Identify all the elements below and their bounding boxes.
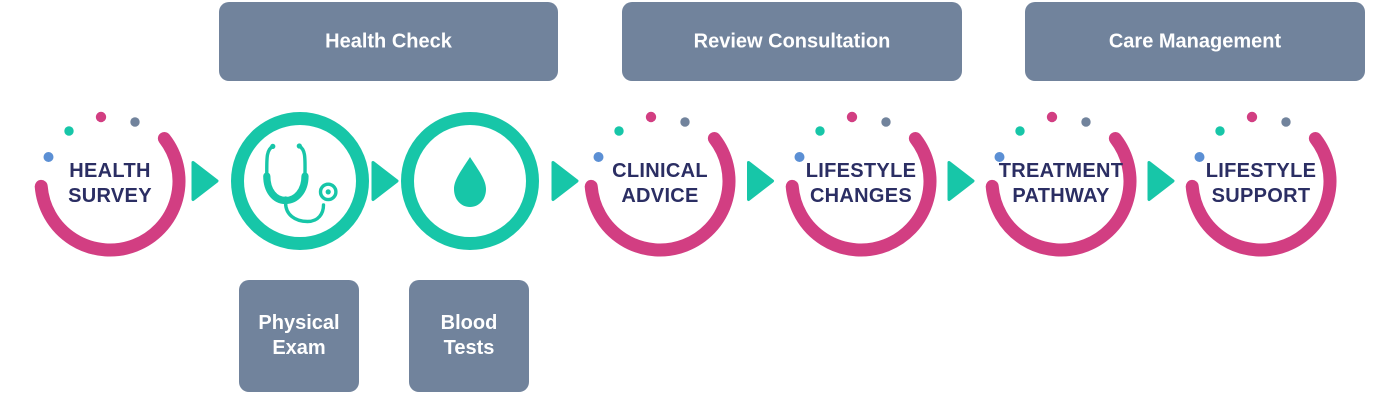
svg-text:HEALTH: HEALTH <box>69 160 150 182</box>
svg-text:SUPPORT: SUPPORT <box>1212 185 1311 207</box>
svg-text:SURVEY: SURVEY <box>68 185 152 207</box>
svg-text:ADVICE: ADVICE <box>621 185 698 207</box>
svg-text:CLINICAL: CLINICAL <box>612 160 708 182</box>
svg-text:PATHWAY: PATHWAY <box>1012 185 1110 207</box>
svg-text:LIFESTYLE: LIFESTYLE <box>806 160 916 182</box>
svg-text:TREATMENT: TREATMENT <box>999 160 1124 182</box>
svg-text:LIFESTYLE: LIFESTYLE <box>1206 160 1316 182</box>
svg-text:CHANGES: CHANGES <box>810 185 912 207</box>
